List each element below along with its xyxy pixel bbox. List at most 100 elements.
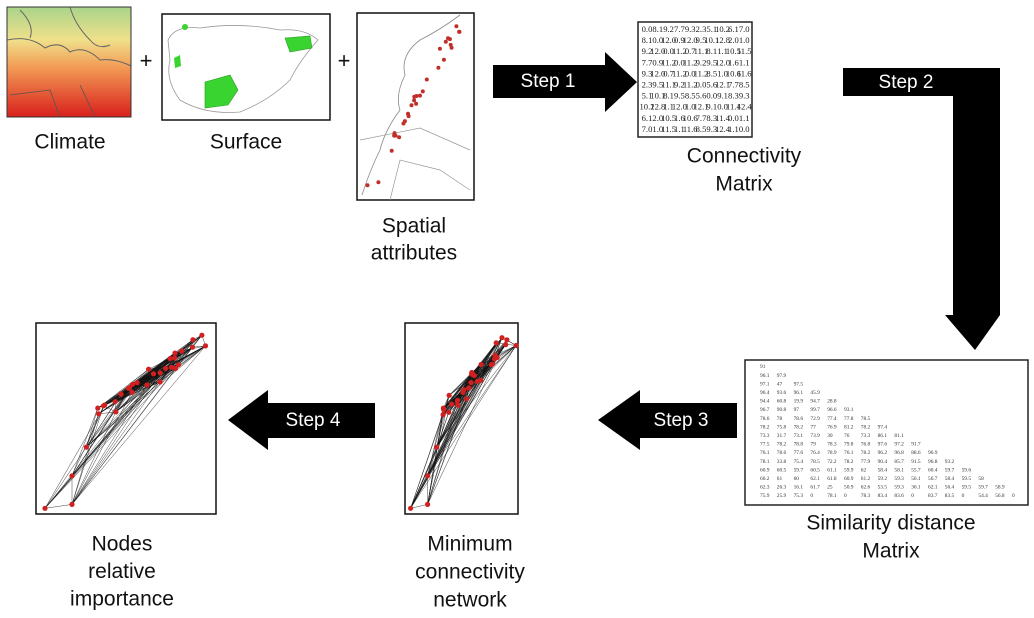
matrix-cell: 86.1 — [878, 433, 888, 439]
node — [466, 385, 472, 391]
matrix-cell: 25.9 — [777, 493, 787, 499]
matrix-cell: 1.1 — [717, 46, 728, 56]
matrix-cell: 53.5 — [878, 485, 888, 491]
matrix-cell: 62.6 — [861, 485, 871, 491]
site-dot — [420, 89, 425, 94]
matrix-cell: 7.7 — [728, 79, 739, 89]
site-dot — [454, 24, 459, 29]
edge — [71, 345, 206, 505]
matrix-cell: 9.3 — [706, 124, 717, 134]
node — [113, 409, 119, 415]
edge — [448, 364, 482, 396]
matrix-cell: 0.0 — [674, 57, 685, 67]
matrix-cell: 97.9 — [777, 373, 787, 379]
site-dot — [414, 101, 419, 106]
arrow-step3 — [598, 390, 737, 450]
matrix-cell: 12.0 — [672, 102, 687, 112]
edge — [427, 412, 449, 476]
edge — [71, 405, 104, 505]
matrix-cell: 60.5 — [810, 467, 820, 473]
matrix-cell: 60.9 — [760, 467, 770, 473]
matrix-cell: 7.0 — [739, 24, 750, 34]
matrix-cell: 11.4 — [726, 102, 741, 112]
matrix-cell: 45.9 — [810, 390, 820, 396]
matrix-cell: 10.2 — [639, 102, 654, 112]
matrix-cell: 0 — [911, 493, 914, 499]
node — [69, 501, 75, 507]
matrix-cell: 78.6 — [794, 416, 804, 422]
node — [172, 350, 178, 356]
matrix-cell: 62.3 — [760, 485, 770, 491]
matrix-cell: 11.1 — [661, 79, 676, 89]
edge — [436, 337, 503, 448]
edge — [427, 398, 467, 505]
matrix-cell: 77.8 — [844, 416, 854, 422]
site-dot — [437, 46, 442, 51]
edge — [103, 347, 193, 406]
matrix-cell: 0 — [844, 493, 847, 499]
matrix-cell: 77.6 — [794, 450, 804, 456]
node — [468, 380, 474, 386]
matrix-cell: 0.9 — [674, 35, 685, 45]
matrix-cell: 8.5 — [739, 79, 750, 89]
site-dot — [448, 42, 453, 47]
node — [425, 501, 431, 507]
edge — [427, 357, 498, 505]
matrix-cell: 7.7 — [674, 24, 685, 34]
site-dot — [365, 183, 370, 188]
site-dot — [406, 111, 410, 116]
connectivity-matrix: 0.0 8.1 9.2 7.7 9.3 2.3 5.110.26.1 7.08.1 0.012.… — [637, 21, 753, 138]
matrix-cell: 56.8 — [995, 493, 1005, 499]
node — [134, 380, 140, 386]
site-dot — [412, 98, 417, 103]
edge — [86, 408, 98, 448]
edge — [97, 369, 149, 409]
matrix-cell: 0.0 — [652, 35, 663, 45]
matrix-cell: 96.1 — [760, 373, 770, 379]
matrix-cell: 1.6 — [674, 113, 685, 123]
matrix-cell: 12.1 — [693, 102, 708, 112]
matrix-cell: 60 — [794, 476, 800, 482]
matrix-cell: 8.1 — [706, 46, 717, 56]
matrix-cell: 0.0 — [663, 46, 674, 56]
matrix-cell: 60.4 — [928, 467, 938, 473]
matrix-cell: 78.2 — [760, 424, 770, 430]
plus-sign: + — [338, 48, 351, 73]
matrix-cell: 0.0 — [642, 24, 653, 34]
matrix-cell: 62.1 — [810, 476, 820, 482]
site-dot — [393, 133, 398, 138]
edge — [470, 344, 506, 383]
matrix-cell: 7.7 — [642, 57, 653, 67]
matrix-cell: 56.4 — [945, 485, 955, 491]
node — [189, 344, 196, 350]
matrix-cell: 19.9 — [794, 399, 804, 405]
edge — [44, 404, 105, 509]
matrix-cell: 62 — [861, 467, 867, 473]
matrix-cell: 61.2 — [861, 476, 871, 482]
matrix-cell: 16.1 — [794, 485, 804, 491]
climate-map — [6, 6, 132, 118]
step-label: Step 3 — [654, 410, 709, 431]
matrix-cell: 12.8 — [650, 102, 665, 112]
node — [157, 370, 163, 376]
edge — [44, 357, 175, 509]
matrix-cell: 11.6 — [683, 124, 698, 134]
matrix-cell: 79 — [810, 442, 816, 448]
label: Similarity distance — [806, 512, 975, 535]
node — [96, 411, 102, 417]
matrix-cell: 1.0 — [739, 35, 750, 45]
node — [408, 505, 414, 511]
matrix-cell: 83.5 — [945, 493, 955, 499]
matrix-cell: 1.1 — [674, 124, 685, 134]
edge — [71, 408, 98, 476]
edge — [44, 367, 172, 509]
matrix-cell: 12.0 — [661, 35, 676, 45]
matrix-cell: 30 — [827, 433, 833, 439]
node — [157, 379, 163, 385]
node — [130, 381, 136, 387]
matrix-cell: 72.2 — [827, 459, 837, 465]
matrix-cell: 50.9 — [844, 485, 854, 491]
matrix-cell: 1.1 — [739, 113, 750, 123]
edge — [115, 358, 171, 413]
node — [492, 352, 498, 358]
